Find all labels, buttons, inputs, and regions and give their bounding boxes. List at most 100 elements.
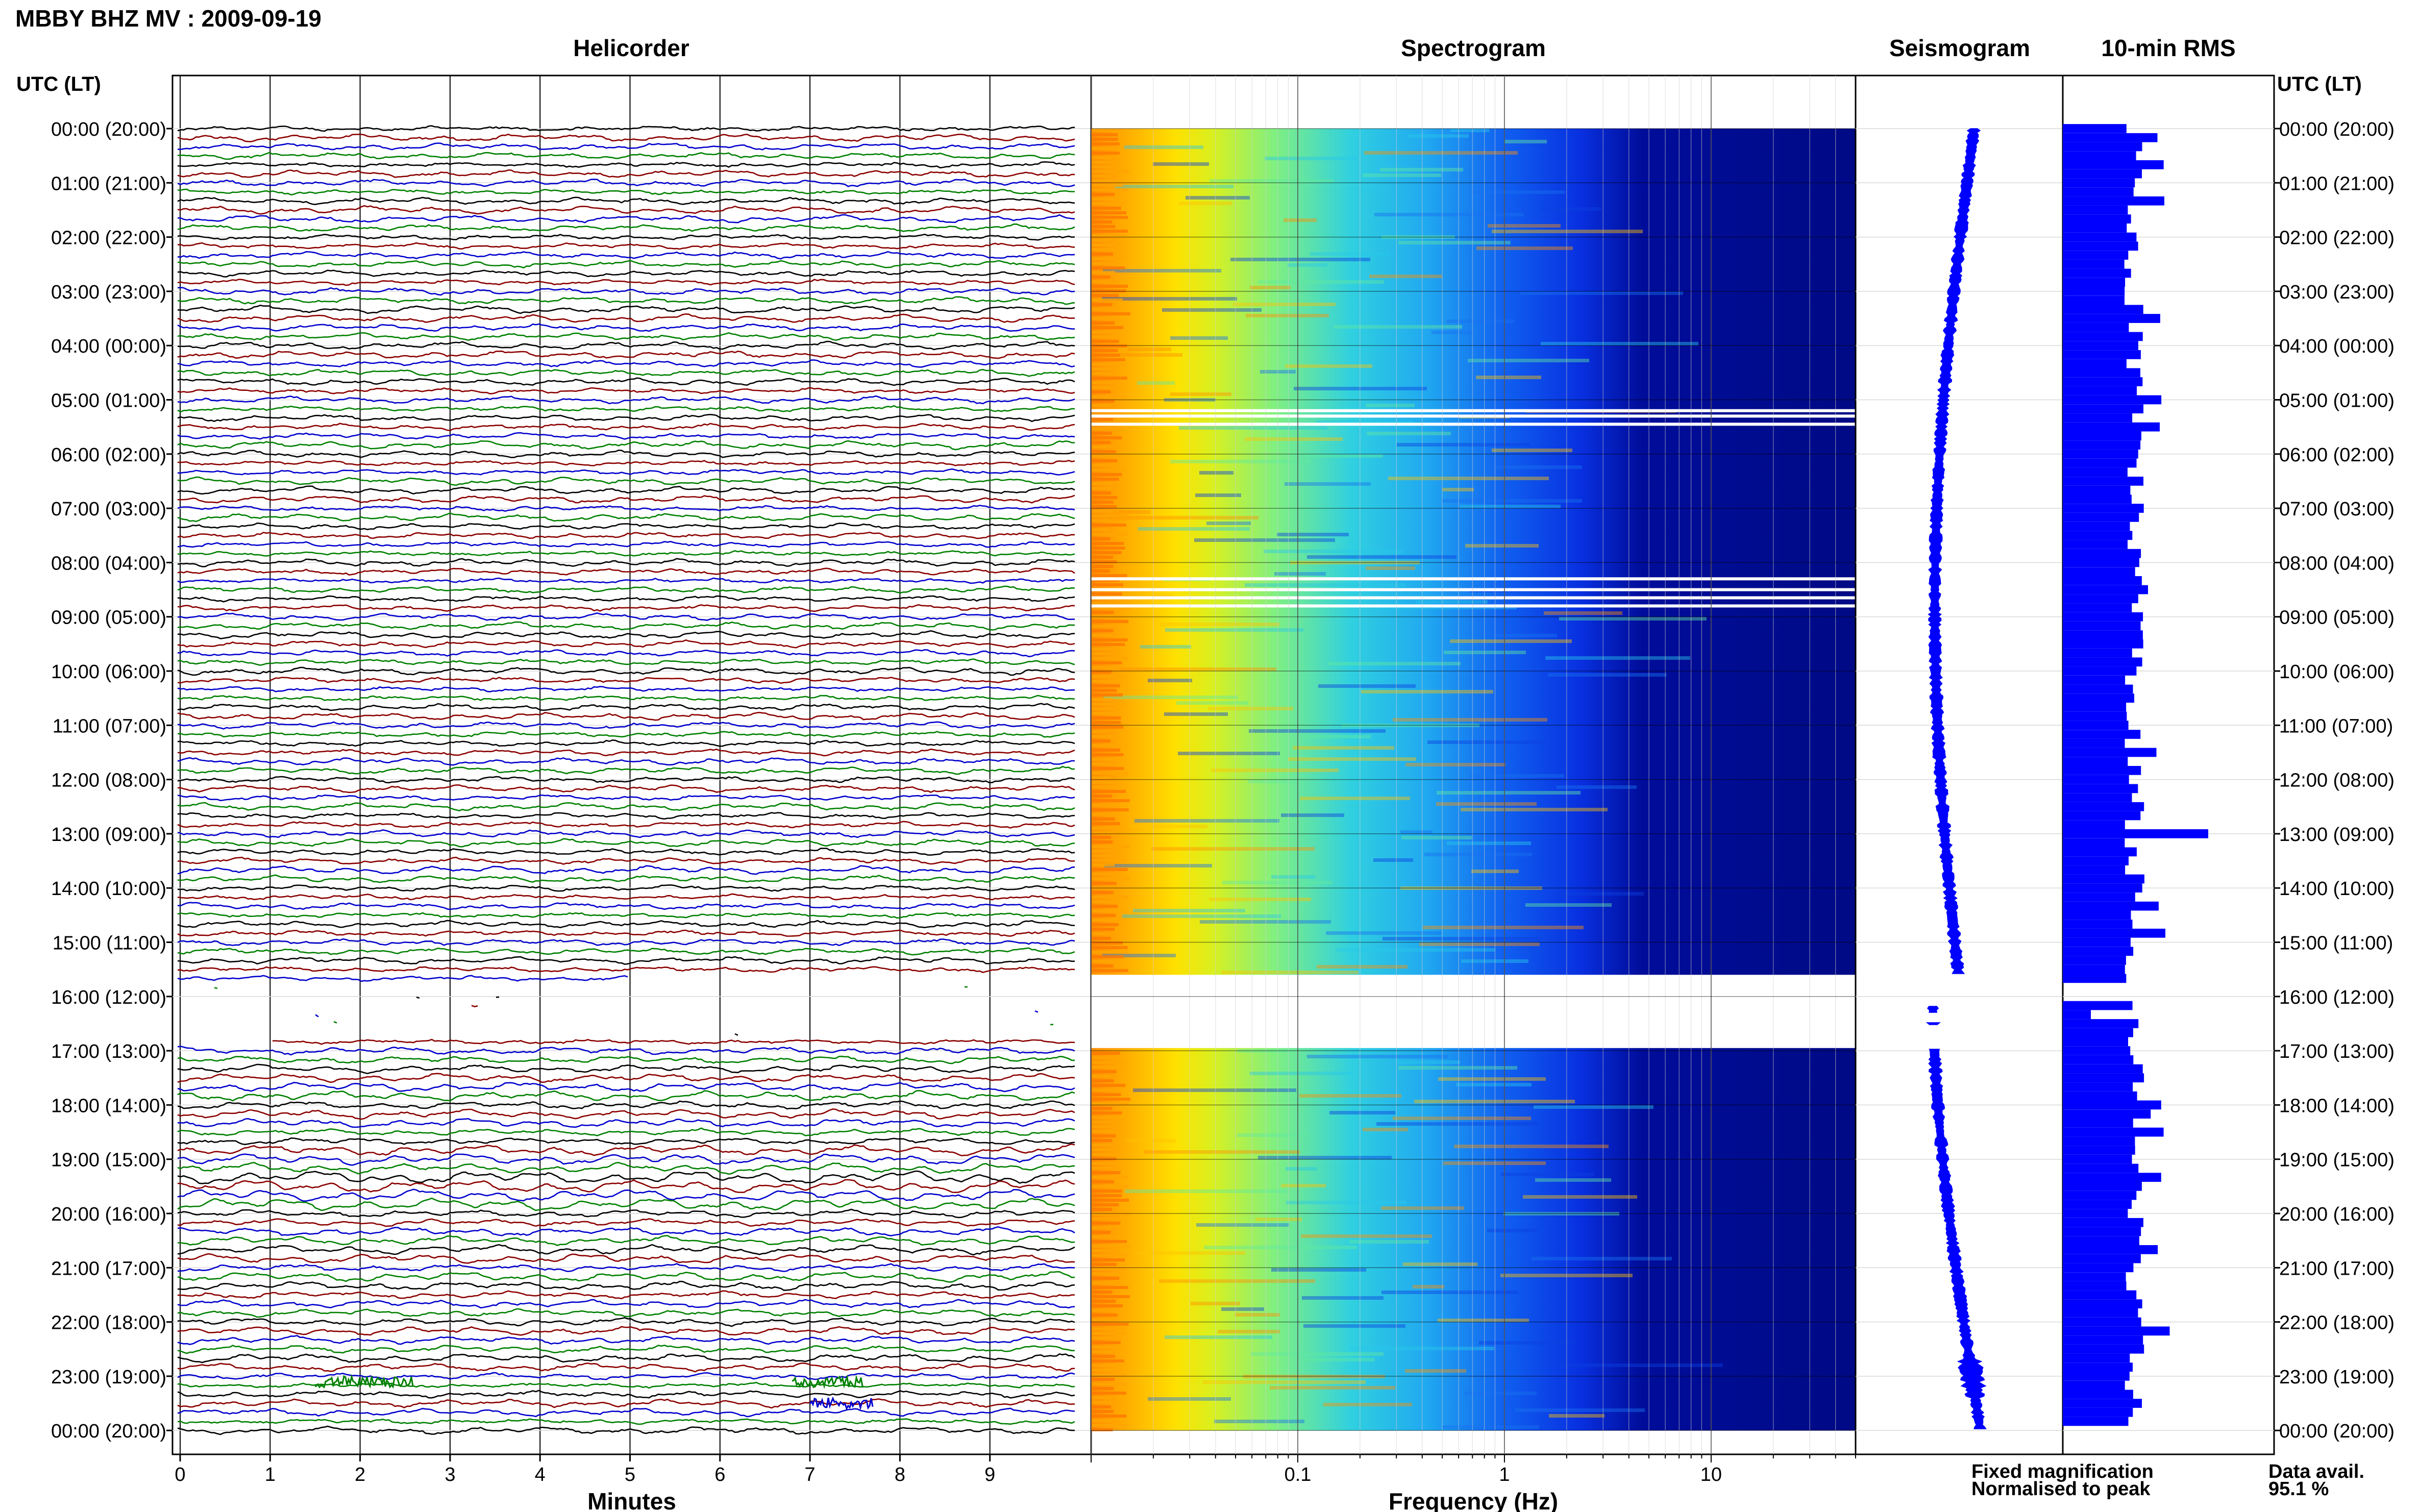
helicorder-trace bbox=[177, 612, 1075, 621]
time-label-right: 07:00 (03:00) bbox=[2279, 499, 2395, 520]
helicorder-trace bbox=[177, 152, 1075, 160]
legend-normalised-to-peak: Normalised to peak bbox=[1971, 1478, 2151, 1500]
rms-bar bbox=[2063, 549, 2141, 558]
rms-bar bbox=[2063, 612, 2143, 622]
time-label-right: 09:00 (05:00) bbox=[2279, 607, 2395, 629]
helicorder-trace bbox=[177, 125, 1075, 132]
rms-bar bbox=[2063, 350, 2141, 359]
helicorder-trace bbox=[177, 912, 1075, 919]
helicorder-trace bbox=[177, 522, 1075, 531]
rms-bar bbox=[2063, 693, 2134, 703]
time-label-right: 05:00 (01:00) bbox=[2279, 390, 2395, 412]
rms-bar bbox=[2063, 178, 2135, 188]
helicorder-trace bbox=[177, 1089, 1075, 1102]
helicorder-trace bbox=[177, 1188, 1075, 1202]
rms-bar bbox=[2063, 711, 2127, 721]
rms-bar bbox=[2063, 422, 2160, 432]
rms-bar bbox=[2063, 703, 2127, 712]
helicorder-trace bbox=[177, 1299, 1075, 1309]
helicorder-trace bbox=[177, 1263, 1075, 1272]
helicorder-trace bbox=[177, 1055, 1075, 1064]
rms-bar bbox=[2063, 657, 2142, 667]
helicorder-x-tick-label: 5 bbox=[625, 1464, 635, 1485]
helicorder-trace bbox=[177, 279, 1075, 286]
time-label-left: 22:00 (18:00) bbox=[51, 1312, 166, 1334]
helicorder-x-tick-label: 1 bbox=[265, 1464, 276, 1485]
helicorder-x-tick-label: 3 bbox=[445, 1464, 455, 1485]
rms-bar bbox=[2063, 603, 2132, 612]
rms-bar bbox=[2063, 901, 2159, 911]
helicorder-trace bbox=[177, 695, 1075, 702]
time-label-right: 08:00 (04:00) bbox=[2279, 553, 2395, 574]
helicorder-trace bbox=[177, 432, 1075, 440]
time-label-left: 07:00 (03:00) bbox=[51, 499, 166, 520]
helicorder-trace bbox=[177, 893, 1075, 901]
helicorder-trace bbox=[177, 666, 1075, 676]
rms-bar bbox=[2063, 332, 2143, 341]
time-label-left: 18:00 (14:00) bbox=[51, 1095, 166, 1117]
helicorder-trace bbox=[177, 1308, 1075, 1318]
time-label-right: 01:00 (21:00) bbox=[2279, 173, 2395, 194]
time-label-right: 22:00 (18:00) bbox=[2279, 1312, 2395, 1334]
rms-bar bbox=[2063, 920, 2133, 929]
rms-bar bbox=[2063, 1299, 2142, 1308]
helicorder-trace bbox=[177, 531, 1075, 539]
rms-bar bbox=[2063, 811, 2141, 821]
helicorder-traces bbox=[177, 125, 1075, 1435]
rms-bar bbox=[2063, 594, 2138, 604]
helicorder-trace bbox=[177, 287, 1075, 296]
rms-bar bbox=[2063, 1109, 2151, 1119]
rms-bar bbox=[2063, 314, 2160, 323]
rms-bar bbox=[2063, 820, 2125, 829]
helicorder-trace bbox=[177, 440, 1075, 451]
rms-bar bbox=[2063, 748, 2157, 757]
time-label-right: 12:00 (08:00) bbox=[2279, 770, 2395, 791]
time-label-right: 04:00 (00:00) bbox=[2279, 336, 2395, 357]
rms-bar bbox=[2063, 1263, 2134, 1273]
helicorder-trace bbox=[177, 1127, 1075, 1136]
helicorder-trace bbox=[177, 505, 1075, 512]
helicorder-trace bbox=[177, 757, 1075, 766]
rms-bar bbox=[2063, 169, 2142, 179]
seismogram-title: Seismogram bbox=[1889, 35, 2030, 61]
rms-bar bbox=[2063, 1399, 2142, 1408]
helicorder-trace bbox=[177, 1244, 1075, 1256]
time-label-left: 17:00 (13:00) bbox=[51, 1041, 166, 1062]
helicorder-x-tick-label: 8 bbox=[895, 1464, 905, 1485]
helicorder-trace bbox=[416, 997, 420, 999]
helicorder-trace bbox=[177, 765, 1075, 775]
time-label-left: 12:00 (08:00) bbox=[51, 770, 166, 791]
helicorder-trace bbox=[177, 874, 1075, 883]
rms-bar bbox=[2063, 1182, 2142, 1191]
rms-bar bbox=[2063, 251, 2129, 260]
helicorder-trace bbox=[177, 1425, 1075, 1435]
time-label-right: 18:00 (14:00) bbox=[2279, 1095, 2395, 1117]
helicorder-trace bbox=[178, 604, 1075, 612]
helicorder-trace bbox=[177, 405, 1075, 413]
rms-bar bbox=[2063, 160, 2164, 169]
rms-bar bbox=[2063, 1055, 2134, 1064]
helicorder-trace bbox=[177, 485, 1075, 495]
helicorder-trace bbox=[177, 1407, 1075, 1418]
time-label-left: 00:00 (20:00) bbox=[51, 119, 166, 140]
rms-bar bbox=[2063, 404, 2143, 414]
helicorder-trace bbox=[177, 260, 1075, 269]
spectrogram-gap-line bbox=[1091, 414, 1856, 418]
rms-bar bbox=[2063, 1281, 2127, 1291]
helicorder-trace bbox=[177, 956, 1075, 965]
helicorder-trace bbox=[272, 1038, 1075, 1045]
helicorder-trace bbox=[177, 1170, 1075, 1184]
helicorder-trace bbox=[177, 142, 1075, 151]
time-label-right: 14:00 (10:00) bbox=[2279, 878, 2395, 900]
rms-bar bbox=[2063, 241, 2138, 251]
left-axis-title: UTC (LT) bbox=[16, 73, 101, 95]
rms-bar bbox=[2063, 287, 2125, 296]
time-label-right: 10:00 (06:00) bbox=[2279, 661, 2395, 683]
rms-bar bbox=[2063, 730, 2141, 739]
rms-bar bbox=[2063, 1236, 2139, 1245]
helicorder-trace bbox=[177, 703, 1075, 711]
helicorder-trace bbox=[177, 776, 1075, 784]
seismogram-envelope bbox=[1928, 128, 1981, 974]
rms-bar bbox=[2063, 558, 2139, 567]
helicorder-trace bbox=[177, 1280, 1075, 1291]
